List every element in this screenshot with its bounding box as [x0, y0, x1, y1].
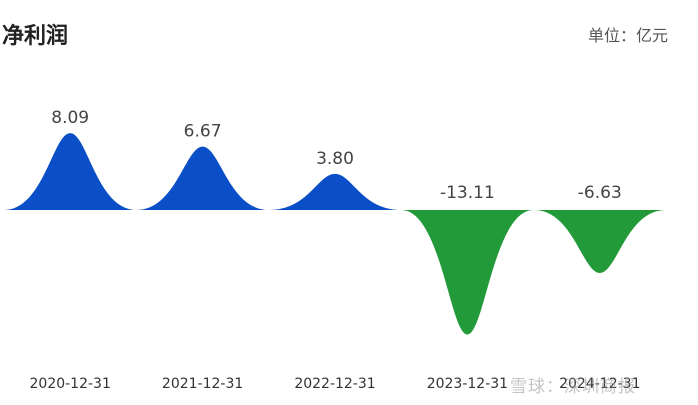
value-peak-2020-12-31	[4, 133, 137, 210]
x-tick-label: 2021-12-31	[162, 376, 243, 392]
x-tick-label: 2023-12-31	[427, 376, 508, 392]
chart-title: 净利润	[2, 24, 69, 49]
data-label: -6.63	[578, 183, 622, 203]
value-peak-2023-12-31	[401, 210, 534, 335]
x-tick-label: 2024-12-31	[559, 376, 640, 392]
data-label: 6.67	[184, 122, 222, 142]
x-tick-label: 2020-12-31	[30, 376, 111, 392]
x-tick-label: 2022-12-31	[294, 376, 375, 392]
data-label: 8.09	[51, 108, 89, 128]
value-peak-2024-12-31	[533, 210, 666, 273]
watermark: 雪球：深圳商报	[510, 377, 636, 397]
data-label: 3.80	[316, 149, 354, 169]
data-label: -13.11	[440, 183, 495, 203]
value-peak-2021-12-31	[136, 146, 269, 210]
value-peak-2022-12-31	[268, 173, 402, 210]
unit-label: 单位：亿元	[587, 26, 668, 45]
